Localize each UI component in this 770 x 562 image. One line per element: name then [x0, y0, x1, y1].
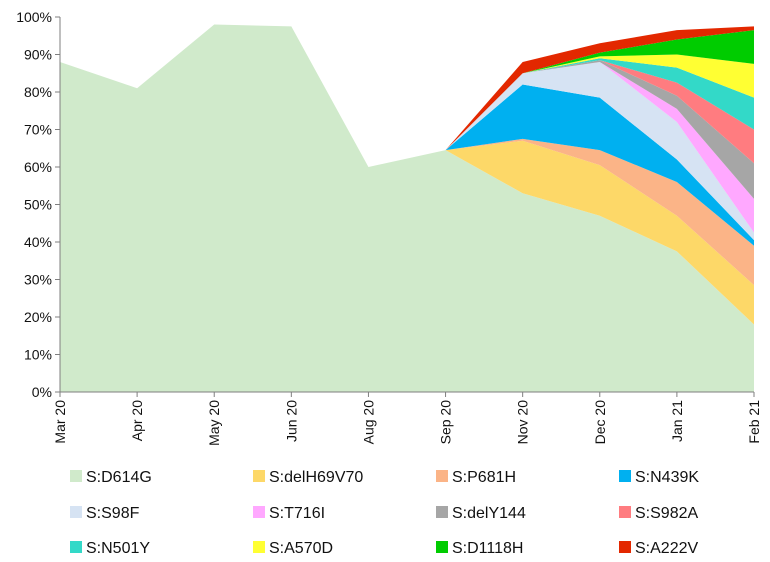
- legend-swatch: [253, 470, 265, 482]
- y-tick-label: 60%: [24, 159, 52, 175]
- x-tick-label: Nov 20: [515, 400, 531, 445]
- legend-swatch: [70, 506, 82, 518]
- legend-swatch: [253, 541, 265, 553]
- legend-swatch: [70, 470, 82, 482]
- legend-label: S:D1118H: [452, 540, 523, 557]
- x-tick-label: May 20: [206, 400, 222, 446]
- area-s-dely144: [522, 60, 754, 199]
- legend-label: S:delH69V70: [269, 469, 363, 486]
- x-tick-label: Aug 20: [360, 400, 376, 445]
- area-s-d614g: [60, 24, 754, 392]
- legend-item-s-a570d: S:A570D: [253, 540, 333, 557]
- area-s-s982a: [599, 60, 754, 164]
- legend-swatch: [619, 506, 631, 518]
- legend-swatch: [619, 541, 631, 553]
- x-tick-label: Sep 20: [438, 400, 454, 445]
- legend-label: S:S982A: [635, 505, 698, 522]
- x-tick-label: Jan 21: [669, 400, 685, 442]
- legend-swatch: [70, 541, 82, 553]
- y-tick-label: 90%: [24, 47, 52, 63]
- legend-label: S:S98F: [86, 505, 140, 522]
- legend-swatch: [436, 470, 448, 482]
- y-tick-label: 50%: [24, 197, 52, 213]
- y-tick-label: 40%: [24, 234, 52, 250]
- y-tick-label: 10%: [24, 347, 52, 363]
- area-s-p681h: [445, 138, 754, 286]
- legend-item-s-t716i: S:T716I: [253, 505, 325, 522]
- x-tick-label: Dec 20: [592, 400, 608, 445]
- area-s-s98f: [445, 62, 754, 241]
- x-tick-label: Feb 21: [746, 400, 762, 444]
- legend-swatch: [436, 541, 448, 553]
- legend-label: S:A570D: [269, 540, 333, 557]
- legend-item-s-d1118h: S:D1118H: [436, 540, 523, 557]
- legend-label: S:D614G: [86, 469, 152, 486]
- y-tick-label: 80%: [24, 84, 52, 100]
- legend-item-s-n439k: S:N439K: [619, 469, 699, 486]
- legend-label: S:P681H: [452, 469, 516, 486]
- y-tick-label: 100%: [16, 9, 52, 25]
- legend-label: S:delY144: [452, 505, 526, 522]
- legend-item-s-a222v: S:A222V: [619, 540, 698, 557]
- area-s-a570d: [522, 54, 754, 98]
- y-tick-label: 30%: [24, 272, 52, 288]
- axes-layer: 0% 10% 20% 30% 40% 50% 60% 70% 80% 90% 100% Mar 20 A…: [16, 9, 762, 446]
- legend-item-s-s98f: S:S98F: [70, 505, 140, 522]
- legend-item-s-dely144: S:delY144: [436, 505, 526, 522]
- legend-swatch: [253, 506, 265, 518]
- x-tick-label: Apr 20: [129, 400, 145, 441]
- legend-label: S:A222V: [635, 540, 698, 557]
- legend: S:D614G S:delH69V70 S:P681H S:N439K S:S98F S:…: [70, 469, 699, 557]
- legend-swatch: [436, 506, 448, 518]
- area-s-d1118h: [522, 30, 754, 74]
- legend-item-s-s982a: S:S982A: [619, 505, 698, 522]
- area-layer: [60, 24, 754, 392]
- legend-item-s-d614g: S:D614G: [70, 469, 152, 486]
- x-tick-label: Mar 20: [52, 400, 68, 444]
- legend-label: S:N439K: [635, 469, 699, 486]
- y-tick-label: 70%: [24, 122, 52, 138]
- x-tick-label: Jun 20: [283, 400, 299, 442]
- legend-item-s-delh69v70: S:delH69V70: [253, 469, 363, 486]
- legend-label: S:N501Y: [86, 540, 150, 557]
- area-s-n501y: [522, 58, 754, 130]
- y-tick-label: 0%: [32, 384, 52, 400]
- area-s-a222v: [445, 26, 754, 151]
- area-s-n439k: [445, 84, 754, 246]
- area-s-delh69v70: [445, 140, 754, 325]
- y-tick-label: 20%: [24, 309, 52, 325]
- legend-item-s-p681h: S:P681H: [436, 469, 516, 486]
- legend-label: S:T716I: [269, 505, 325, 522]
- legend-swatch: [619, 470, 631, 482]
- legend-item-s-n501y: S:N501Y: [70, 540, 150, 557]
